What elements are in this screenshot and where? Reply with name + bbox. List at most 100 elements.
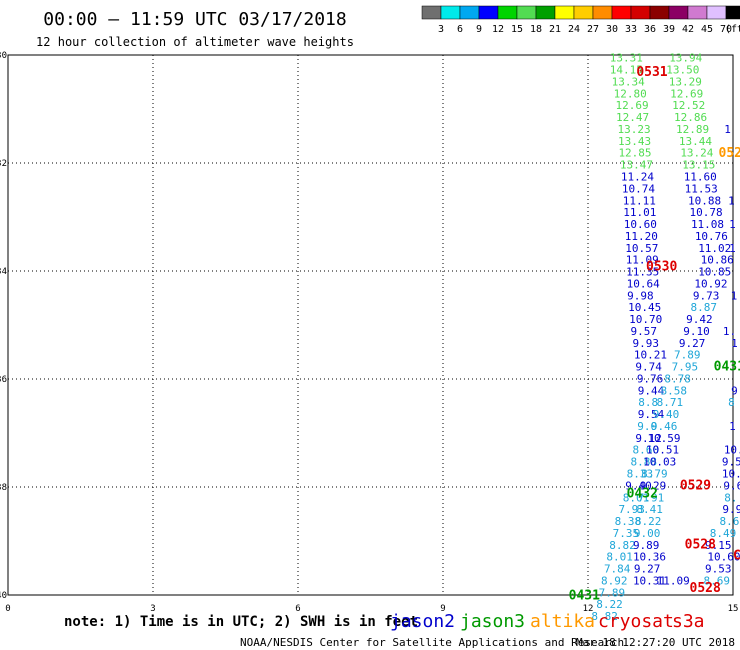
chart-subtitle: 12 hour collection of altimeter wave hei… <box>36 35 354 49</box>
wave-height-value: 8.60 <box>632 444 659 457</box>
wave-height-value: 1 <box>724 123 731 136</box>
colorbar-swatch <box>459 5 480 20</box>
wave-height-value: 9.93 <box>632 337 659 350</box>
colorbar-swatch <box>611 5 632 20</box>
colorbar-label: 27 <box>587 24 599 35</box>
track-label: 0528 <box>690 581 721 596</box>
wave-height-value: 11.60 <box>684 171 717 184</box>
wave-height-value: 12.69 <box>616 99 649 112</box>
wave-height-value: 9.0 <box>637 420 657 433</box>
wave-height-value: 12.80 <box>614 87 647 100</box>
wave-height-value: 12.47 <box>616 111 649 124</box>
wave-height-value: 7.89 <box>674 349 701 362</box>
wave-height-value: 13.44 <box>679 135 712 148</box>
wave-height-value: 9.44 <box>638 384 665 397</box>
wave-height-value: 8.87 <box>690 301 717 314</box>
track-label: 0432 <box>627 486 658 501</box>
wave-height-value: 8.22 <box>635 515 662 528</box>
colorbar-swatch <box>668 5 689 20</box>
credit-line: NOAA/NESDIS Center for Satellite Applica… <box>240 636 624 649</box>
wave-height-value: 11.35 <box>626 266 659 279</box>
wave-height-value: 9 <box>731 384 738 397</box>
x-tick-label: 3 <box>150 604 155 614</box>
wave-height-value: 8.71 <box>657 396 684 409</box>
wave-height-value: 10.2 <box>724 444 740 457</box>
wave-height-value: 10.59 <box>647 432 680 445</box>
track-labels: 0531 052 0530 0431 0529 0432 0528 0528 0431 C <box>569 65 740 603</box>
colorbar-label: 42 <box>682 24 694 35</box>
wave-height-value: 1 <box>731 289 738 302</box>
wave-height-value: 10.78 <box>690 206 723 219</box>
track-label: 0431 <box>569 588 600 603</box>
wave-height-value: 10.51 <box>646 444 679 457</box>
colorbar-label: 70 <box>720 24 732 35</box>
legend-entry-jason2: jason2 <box>390 611 455 632</box>
wave-height-value: 10.41 <box>722 468 740 481</box>
wave-height-value: 10.21 <box>634 349 667 362</box>
legend-entry-altika: altika <box>530 611 595 632</box>
colorbar-label: 12 <box>492 24 504 35</box>
wave-height-value: 11.53 <box>685 182 718 195</box>
wave-height-value: 7.93 <box>618 503 645 516</box>
colorbar-swatch <box>630 5 651 20</box>
y-tick-label: -36 <box>0 375 7 385</box>
wave-height-value: 13.23 <box>617 123 650 136</box>
colorbar-label: (ft) <box>725 24 740 35</box>
wave-height-value: 11.24 <box>621 171 654 184</box>
wave-height-value: 8.8 <box>638 396 658 409</box>
colorbar-label: 30 <box>606 24 618 35</box>
wave-height-value: 9.54 <box>638 408 665 421</box>
plot-grid <box>8 55 733 595</box>
wave-height-value: 9.73 <box>693 289 720 302</box>
colorbar-swatch <box>725 5 740 20</box>
colorbar-swatch <box>497 5 518 20</box>
wave-height-value: 8.22 <box>596 598 623 611</box>
wave-height-value: 1 <box>729 420 736 433</box>
colorbar-swatch <box>687 5 708 20</box>
colorbar-label: 15 <box>511 24 523 35</box>
wave-height-value: 1. <box>723 325 736 338</box>
y-tick-label: -34 <box>0 267 7 277</box>
y-tick-label: -32 <box>0 159 7 169</box>
wave-height-value: 7.95 <box>672 361 699 374</box>
wave-height-value: 9.96 <box>722 503 740 516</box>
wave-height-value: 10.60 <box>624 218 657 231</box>
wave-height-value: 10.57 <box>625 242 658 255</box>
track-label: C <box>733 549 740 564</box>
wave-height-value: 10.92 <box>694 277 727 290</box>
x-tick-label: 9 <box>440 604 445 614</box>
wave-height-value: 8. <box>724 491 737 504</box>
wave-height-value: 8.88 <box>631 456 658 469</box>
wave-height-value: 10.31 <box>633 574 666 587</box>
legend-entry-cryosat: cryosat <box>598 611 674 632</box>
track-label: 0528 <box>685 538 716 553</box>
wave-height-value: 8.58 <box>661 384 688 397</box>
wave-height-value: 8.49 <box>710 527 737 540</box>
wave-height-value: 9.29 <box>640 479 667 492</box>
colorbar-label: 18 <box>530 24 542 35</box>
colorbar-swatch <box>421 5 442 20</box>
x-tick-label: 15 <box>728 604 739 614</box>
track-label: 0531 <box>636 65 667 80</box>
track-label: 052 <box>719 146 740 161</box>
wave-height-value: 9.12 <box>635 432 662 445</box>
wave-height-value: 13.34 <box>612 75 645 88</box>
colorbar-label: 45 <box>701 24 713 35</box>
wave-height-value: 13.15 <box>682 159 715 172</box>
wave-height-value: 7.91 <box>638 491 665 504</box>
measurement-marks: 13.3114.1513.3412.8012.6912.4713.2313.43… <box>591 52 740 623</box>
wave-height-value: 7.35 <box>613 527 640 540</box>
wave-height-value: 10.76 <box>695 230 728 243</box>
colorbar-swatch <box>554 5 575 20</box>
track-label: 0529 <box>680 478 711 493</box>
wave-height-value: 9.40 <box>653 408 680 421</box>
wave-height-value: 7.89 <box>599 586 626 599</box>
wave-height-value: 9.76 <box>637 372 664 385</box>
wave-height-value: 12.86 <box>674 111 707 124</box>
wave-height-value: 11.09 <box>657 574 690 587</box>
wave-height-value: 8.82 <box>591 610 618 623</box>
wave-height-value: 1 <box>731 337 738 350</box>
wave-height-value: 9.98 <box>627 289 654 302</box>
